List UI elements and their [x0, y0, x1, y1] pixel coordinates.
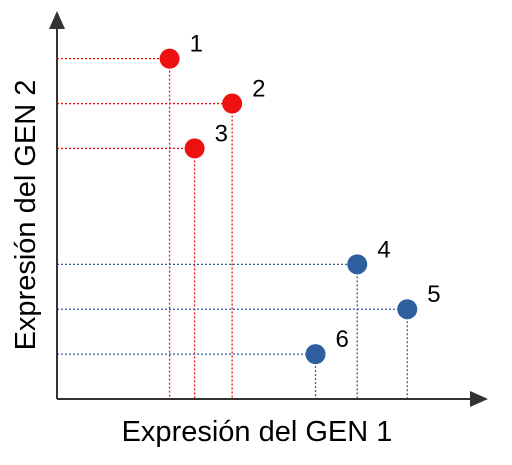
point-label-4: 4	[377, 236, 390, 263]
point-label-1: 1	[190, 31, 203, 58]
data-point-2	[222, 93, 243, 114]
guide-lines	[57, 58, 408, 399]
x-axis-label: Expresión del GEN 1	[122, 416, 393, 448]
data-point-4	[347, 254, 368, 275]
y-axis-label: Expresión del GEN 2	[10, 80, 42, 351]
point-label-6: 6	[336, 326, 349, 353]
point-label-2: 2	[252, 76, 265, 103]
axes	[49, 11, 488, 407]
x-axis-arrow-icon	[470, 391, 488, 407]
data-point-5	[397, 299, 418, 320]
y-axis-arrow-icon	[49, 11, 65, 29]
data-point-3	[184, 138, 205, 159]
data-point-6	[305, 344, 326, 365]
point-label-5: 5	[427, 281, 440, 308]
point-label-3: 3	[215, 120, 228, 147]
data-point-1	[159, 48, 180, 69]
